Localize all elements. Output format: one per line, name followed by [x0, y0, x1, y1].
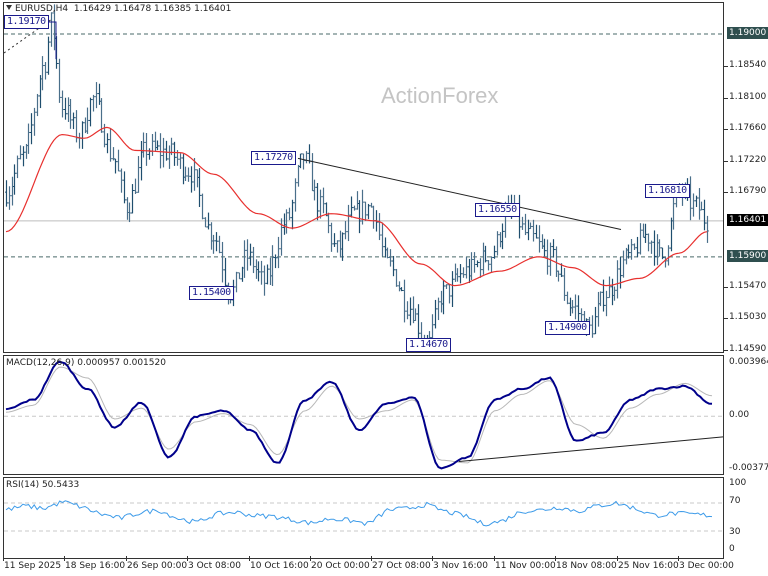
- rsi-axis-30: 30: [729, 527, 741, 537]
- high-value: 1.16478: [113, 4, 152, 14]
- macd-axis-zero: 0.00: [729, 410, 750, 420]
- macd-pane[interactable]: [3, 355, 724, 475]
- time-tick-label: 26 Sep 00:00: [127, 561, 188, 571]
- price-chart-canvas: [4, 4, 723, 352]
- time-tick-label: 18 Sep 16:00: [65, 561, 126, 571]
- time-tick: [678, 556, 679, 561]
- macd-axis-max: 0.003964: [729, 357, 768, 367]
- price-tick: [724, 160, 728, 162]
- macd-axis-min: -0.003774: [729, 463, 768, 473]
- time-tick-label: 3 Oct 08:00: [188, 561, 241, 571]
- chart-header: EURUSD,H4 1.16429 1.16478 1.16385 1.1640…: [6, 4, 231, 14]
- time-tick: [64, 556, 65, 561]
- time-tick-label: 20 Oct 00:00: [311, 561, 370, 571]
- watermark: ActionForex: [381, 83, 499, 108]
- price-tick: [724, 66, 728, 68]
- rsi-axis-70: 70: [729, 496, 741, 506]
- time-tick: [187, 556, 188, 561]
- rsi-canvas: [4, 500, 723, 532]
- swing-label-high: 1.19170: [4, 15, 49, 29]
- macd-canvas: [4, 360, 723, 470]
- time-tick: [432, 556, 433, 561]
- price-chart-pane[interactable]: [3, 2, 724, 353]
- time-tick: [617, 556, 618, 561]
- swing-label: 1.16810: [645, 184, 690, 198]
- price-tick-label: 1.18100: [729, 91, 767, 102]
- price-tick-label: 1.16790: [729, 185, 767, 196]
- time-tick: [249, 556, 250, 561]
- price-tick-label: 1.18540: [729, 60, 767, 71]
- time-tick: [555, 556, 556, 561]
- swing-label: 1.14900: [545, 321, 590, 335]
- price-tick: [724, 97, 728, 99]
- triangle-down-icon[interactable]: [6, 5, 12, 10]
- rsi-axis-100: 100: [729, 478, 747, 488]
- swing-label: 1.17270: [251, 151, 296, 165]
- swing-label: 1.16550: [475, 203, 520, 217]
- rsi-title: RSI(14) 50.5433: [6, 480, 80, 490]
- rsi-pane[interactable]: [3, 477, 724, 559]
- price-tick: [724, 318, 728, 320]
- swing-label: 1.15400: [189, 286, 234, 300]
- current-price-price-label: 1.16401: [727, 213, 768, 226]
- time-tick: [371, 556, 372, 561]
- time-tick: [494, 556, 495, 561]
- time-tick-label: 10 Oct 16:00: [250, 561, 309, 571]
- time-tick: [126, 556, 127, 561]
- price-tick: [724, 129, 728, 131]
- close-value: 1.16401: [194, 4, 232, 14]
- rsi-axis-0: 0: [729, 544, 735, 554]
- price-tick: [724, 191, 728, 193]
- price-tick-label: 1.15030: [729, 312, 767, 323]
- price-tick-label: 1.17220: [729, 154, 767, 165]
- time-tick-label: 3 Dec 00:00: [679, 561, 734, 571]
- price-tick-label: 1.14590: [729, 344, 767, 354]
- time-tick-label: 11 Nov 00:00: [495, 561, 556, 571]
- support-price-label: 1.15900: [727, 249, 768, 262]
- time-tick-label: 25 Nov 16:00: [618, 561, 679, 571]
- price-tick: [724, 286, 728, 288]
- symbol-label: EURUSD,H4: [15, 4, 69, 14]
- open-value: 1.16429: [73, 4, 112, 14]
- resistance-price-label: 1.19000: [727, 27, 768, 39]
- price-tick: [724, 350, 728, 351]
- time-tick-label: 18 Nov 08:00: [556, 561, 617, 571]
- time-tick-label: 27 Oct 08:00: [372, 561, 431, 571]
- time-tick: [310, 556, 311, 561]
- time-tick-label: 11 Sep 2025: [4, 561, 62, 571]
- macd-title: MACD(12,26,9) 0.000957 0.001520: [6, 358, 166, 368]
- price-tick-label: 1.15470: [729, 280, 767, 291]
- price-tick-label: 1.17660: [729, 123, 767, 134]
- time-tick: [3, 556, 4, 561]
- time-tick-label: 3 Nov 16:00: [433, 561, 488, 571]
- swing-label: 1.14670: [406, 338, 451, 352]
- low-value: 1.16385: [154, 4, 192, 14]
